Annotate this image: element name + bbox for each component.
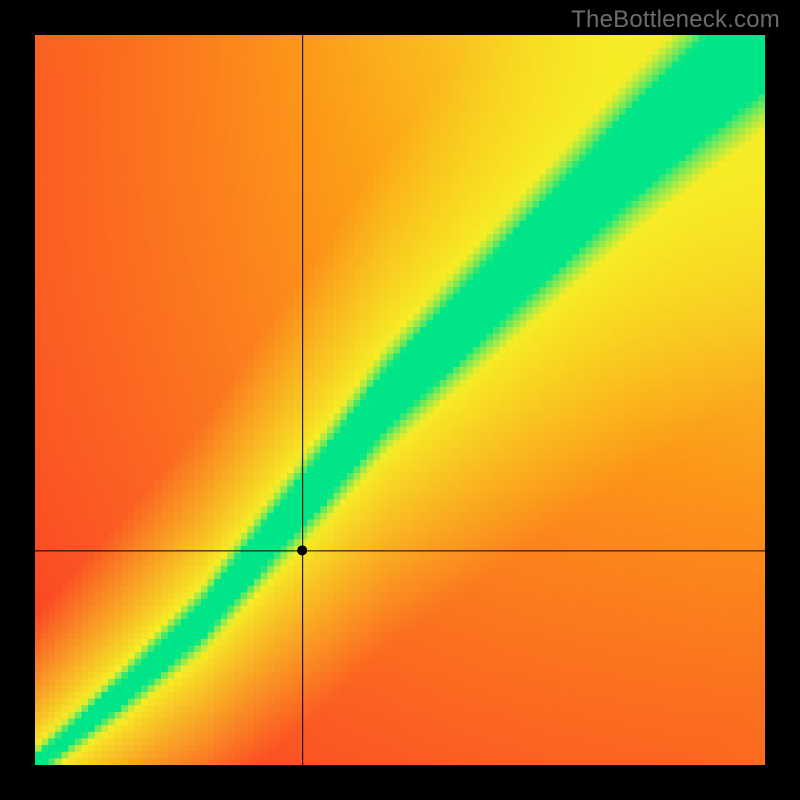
- bottleneck-heatmap: [35, 35, 765, 765]
- watermark-text: TheBottleneck.com: [571, 6, 780, 34]
